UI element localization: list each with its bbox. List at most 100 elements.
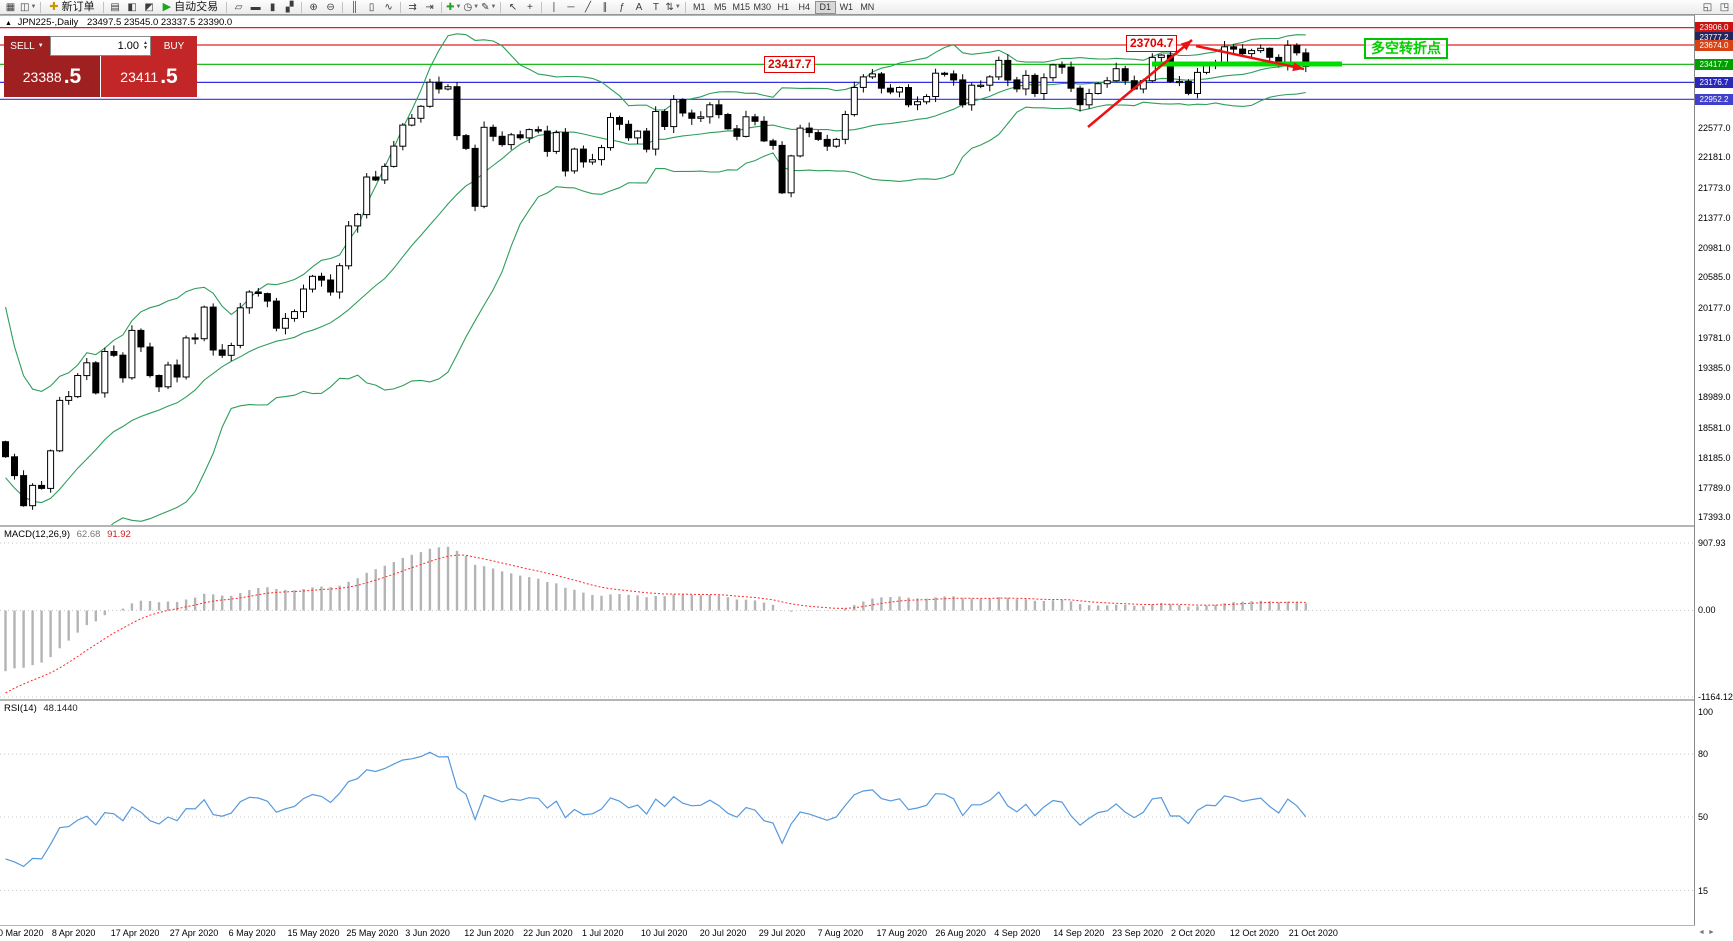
price-axis-label: 20585.0 [1698, 272, 1731, 283]
fibonacci-icon[interactable]: ƒ [619, 1, 625, 13]
zoom-out-icon[interactable]: ⊖ [326, 1, 335, 13]
lot-increase-icon[interactable]: ▲ [143, 40, 148, 46]
new-order-button[interactable]: ✚ 新订单 [49, 0, 95, 13]
docking-icon[interactable]: ◱ [1702, 1, 1713, 13]
buy-price: 23411 [120, 68, 159, 85]
chart-shift-icon[interactable]: ⇥ [425, 1, 434, 13]
periods-icon[interactable]: ◷ ▼ [463, 1, 480, 13]
price-tag-22952.2: 22952.2 [1695, 93, 1733, 105]
price-tag-23674.0: 23674.0 [1695, 39, 1733, 51]
macd-canvas[interactable] [0, 527, 1694, 700]
sell-tab[interactable]: SELL ▼ [4, 36, 50, 56]
cursor-icon[interactable]: ↖ [508, 1, 518, 13]
window-tile-horizontal-icon[interactable]: ▬ [250, 1, 261, 13]
timeframe-button-h1[interactable]: H1 [777, 2, 790, 12]
crosshair-icon[interactable]: + [527, 1, 533, 13]
autotrading-button[interactable]: ▶ 自动交易 [162, 0, 219, 13]
rsi-pane-divider[interactable] [0, 699, 1733, 701]
date-axis-label: 12 Jun 2020 [464, 928, 514, 938]
timeframe-button-w1[interactable]: W1 [839, 2, 854, 12]
date-axis-label: 8 Apr 2020 [51, 928, 96, 938]
equidistant-channel-icon[interactable]: ∥ [602, 1, 608, 13]
sell-price-pips: .5 [63, 64, 82, 88]
line-chart-icon[interactable]: ∿ [384, 1, 393, 13]
price-axis-label: 22181.0 [1698, 152, 1731, 163]
price-tag-23777.2: 23777.2 [1695, 31, 1733, 43]
trendline-icon[interactable]: ╱ [584, 1, 591, 13]
window-mode-icon[interactable]: ◳ [1719, 1, 1730, 13]
price-axis-label: 22577.0 [1698, 122, 1731, 133]
price-axis-label: 17393.0 [1698, 512, 1731, 523]
date-axis-label: 17 Apr 2020 [110, 928, 160, 938]
window-tile-vertical-icon[interactable]: ▮ [269, 1, 276, 13]
toolbar-separator [40, 1, 42, 13]
toolbar-separator [684, 1, 686, 13]
window-cascade-icon[interactable]: ▱ [234, 1, 243, 13]
macd-pane-divider[interactable] [0, 525, 1733, 527]
timeframe-button-m15[interactable]: M15 [732, 2, 751, 12]
date-axis-label: 17 Aug 2020 [876, 928, 928, 938]
timeframe-button-m1[interactable]: M1 [693, 2, 706, 12]
chart-marker-icon: ▲ [5, 20, 12, 27]
rsi-indicator-label: RSI(14) 48.1440 [4, 703, 78, 714]
date-axis-label: 3 Jun 2020 [405, 928, 450, 938]
macd-axis-label: 0.00 [1698, 605, 1716, 616]
chart-profiles-icon[interactable]: ◫ ▼ [20, 1, 37, 13]
timeframe-button-h4[interactable]: H4 [798, 2, 811, 12]
new-chart-icon[interactable]: ▦ [5, 1, 16, 13]
vertical-line-icon[interactable]: ∣ [551, 1, 557, 13]
date-axis-label: 7 Aug 2020 [817, 928, 864, 938]
timeframe-button-m30[interactable]: M30 [753, 2, 772, 12]
price-axis: 22577.0 22181.0 21773.0 21377.0 20981.0 20585… [1695, 0, 1733, 941]
turning-point-note[interactable]: 多空转折点 [1364, 38, 1448, 59]
data-window-icon[interactable]: ◧ [127, 1, 137, 13]
text-icon[interactable]: A [635, 1, 643, 13]
date-axis: 30 Mar 2020 8 Apr 2020 17 Apr 2020 27 Apr 2… [0, 926, 1694, 941]
candlestick-chart-icon[interactable]: ▯ [368, 1, 375, 13]
price-axis-label: 17789.0 [1698, 482, 1731, 493]
timeframe-button-d1[interactable]: D1 [814, 0, 836, 14]
horizontal-line-icon[interactable]: ─ [567, 1, 575, 13]
lot-value: 1.00 [117, 40, 140, 52]
price-annotation-23704[interactable]: 23704.7 [1126, 35, 1178, 52]
window-arrange-icon[interactable]: ▞ [285, 1, 294, 13]
sell-dropdown-icon[interactable]: ▼ [37, 43, 44, 49]
toolbar: ▦ ◫ ▼ ✚ 新订单 ▤ ◧ ◩ ▶ 自动交易 ▱ ▬ ▮ ▞ ⊕ ⊖ ║ ▯ ∿ ⇉ ⇥ ✚ ▼ ◷ ▼ ✎ ▼ ↖ + ∣ ─ ╱ ∥ ƒ A… [0, 0, 1733, 15]
sell-price: 23388 [22, 68, 62, 85]
scroll-left-icon[interactable]: ◄ [1698, 929, 1705, 936]
zoom-in-icon[interactable]: ⊕ [309, 1, 318, 13]
templates-icon[interactable]: ✎ ▼ [481, 1, 497, 13]
date-axis-label: 27 Apr 2020 [169, 928, 219, 938]
rsi-canvas[interactable] [0, 701, 1694, 925]
toolbar-separator [342, 1, 344, 13]
date-axis-label: 14 Sep 2020 [1053, 928, 1105, 938]
rsi-axis-label: 100 [1698, 707, 1714, 717]
market-watch-icon[interactable]: ▤ [110, 1, 120, 13]
timeframe-button-mn[interactable]: MN [860, 2, 875, 12]
toolbar-separator [500, 1, 502, 13]
date-axis-label: 1 Jul 2020 [582, 928, 624, 938]
text-label-icon[interactable]: T [652, 1, 660, 13]
price-annotation-23417[interactable]: 23417.7 [764, 56, 816, 73]
auto-scroll-icon[interactable]: ⇉ [408, 1, 417, 13]
toolbar-separator [102, 1, 104, 13]
arrows-icon[interactable]: ⇅ ▼ [665, 1, 681, 13]
date-axis-label: 22 Jun 2020 [523, 928, 573, 938]
buy-button[interactable]: 23411 .5 [101, 56, 197, 97]
bar-chart-icon[interactable]: ║ [351, 1, 359, 13]
date-axis-label: 23 Sep 2020 [1112, 928, 1164, 938]
main-chart-canvas[interactable] [0, 16, 1694, 526]
lot-decrease-icon[interactable]: ▼ [143, 45, 148, 51]
timeframe-button-m5[interactable]: M5 [714, 2, 727, 12]
sell-button[interactable]: 23388 .5 [4, 56, 101, 97]
scroll-right-icon[interactable]: ► [1707, 929, 1715, 936]
macd-signal-value: 91.92 [107, 529, 131, 540]
date-axis-label: 29 Jul 2020 [758, 928, 806, 938]
lot-size-input[interactable]: 1.00 ▲ ▼ [50, 36, 151, 56]
indicators-icon[interactable]: ✚ ▼ [446, 1, 462, 13]
date-axis-label: 10 Jul 2020 [640, 928, 688, 938]
price-axis-label: 18185.0 [1698, 452, 1731, 463]
navigator-icon[interactable]: ◩ [144, 1, 154, 13]
buy-tab[interactable]: BUY [151, 36, 197, 56]
buy-tab-label: BUY [163, 40, 185, 52]
